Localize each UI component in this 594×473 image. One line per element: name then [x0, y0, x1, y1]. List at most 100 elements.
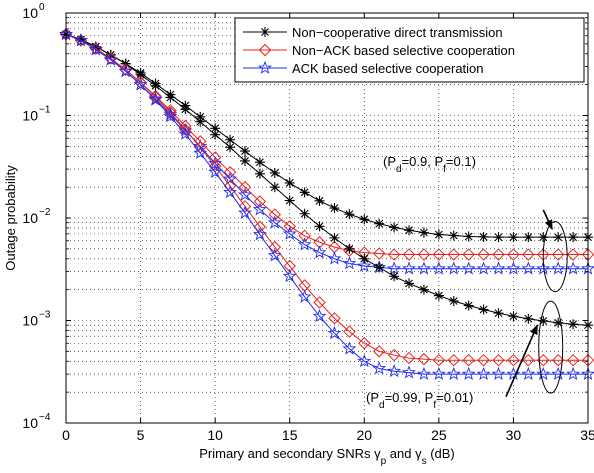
data-point-pentagram [506, 261, 521, 275]
legend-marker-diamond [258, 43, 272, 57]
annotation-2 [505, 300, 564, 398]
series-pentagram-a [59, 26, 594, 275]
data-point-star [225, 142, 236, 153]
data-point-pentagram [506, 366, 521, 380]
data-point-diamond [432, 248, 446, 261]
data-point-pentagram [521, 366, 536, 380]
data-point-pentagram [208, 164, 223, 179]
legend-label: ACK based selective cooperation [292, 61, 484, 76]
data-point-pentagram [193, 145, 208, 159]
data-point-diamond [268, 208, 282, 221]
data-point-star [165, 92, 176, 103]
legend-marker-pentagram [258, 60, 272, 74]
data-point-star [195, 116, 206, 127]
data-point-diamond [462, 353, 475, 367]
data-point-star [463, 231, 474, 242]
data-point-star [404, 225, 415, 236]
data-point-diamond [387, 348, 401, 362]
y-tick-label-exponent: −3 [39, 310, 51, 321]
data-point-star [135, 69, 146, 80]
data-point-star [553, 317, 564, 328]
data-point-star [374, 218, 385, 229]
data-point-star [448, 295, 459, 306]
data-point-diamond [328, 312, 341, 325]
legend-label: Non−ACK based selective cooperation [292, 43, 515, 58]
data-point-pentagram [327, 326, 342, 340]
data-point-pentagram [566, 366, 581, 380]
data-point-pentagram [417, 366, 431, 380]
annotation-label: (Pd=0.99, Pf=0.01) [366, 390, 473, 411]
data-point-diamond [89, 42, 103, 55]
data-point-pentagram [223, 171, 237, 185]
data-point-star [359, 214, 370, 225]
data-point-pentagram [312, 308, 327, 323]
data-point-star [314, 195, 325, 206]
data-point-pentagram [491, 366, 506, 380]
data-point-star [433, 229, 444, 240]
x-axis-label: Primary and secondary SNRs γp and γs (dB… [199, 446, 455, 467]
data-point-diamond [492, 248, 505, 261]
data-point-star [284, 195, 295, 206]
x-tick-label: 5 [137, 427, 145, 443]
data-point-star [568, 319, 579, 330]
data-point-pentagram [357, 258, 372, 272]
x-tick-label: 20 [356, 427, 372, 443]
y-tick-label-exponent: −2 [39, 207, 51, 218]
data-point-diamond [238, 180, 252, 194]
data-point-pentagram [163, 109, 178, 123]
annotations: (Pd=0.9, Pf=0.1) (Pd=0.99, Pf=0.01) [366, 154, 568, 411]
data-point-diamond [522, 353, 535, 367]
data-point-star [418, 227, 429, 238]
data-point-pentagram [252, 227, 267, 241]
legend-entry: ACK based selective cooperation [243, 60, 484, 76]
data-point-pentagram [431, 261, 446, 275]
data-point-pentagram [103, 52, 118, 66]
data-point-star [389, 271, 400, 282]
data-point-star [210, 123, 221, 134]
data-point-pentagram [446, 261, 461, 275]
data-point-diamond [253, 195, 267, 208]
data-point-diamond [268, 240, 282, 254]
data-point-diamond [522, 248, 535, 261]
y-tick-label-exponent: 0 [39, 2, 45, 13]
data-point-pentagram [476, 261, 491, 275]
data-point-star [269, 182, 280, 193]
y-tick-label: 10 [22, 313, 38, 329]
data-point-star [254, 157, 265, 168]
data-point-diamond [134, 76, 147, 89]
data-point-pentagram [491, 261, 506, 275]
data-point-diamond [462, 248, 475, 261]
data-point-star [538, 232, 549, 243]
data-point-diamond [164, 106, 177, 119]
data-point-star [478, 231, 489, 242]
data-point-star [553, 232, 564, 243]
data-point-pentagram [387, 363, 402, 378]
annotation-label: (Pd=0.9, Pf=0.1) [383, 154, 476, 175]
data-point-diamond [417, 352, 431, 366]
data-point-diamond [179, 119, 192, 133]
y-tick-label: 10 [22, 5, 38, 21]
data-point-diamond [253, 220, 267, 234]
data-point-diamond [343, 325, 356, 338]
data-point-pentagram [88, 42, 103, 56]
data-point-pentagram [297, 237, 312, 251]
data-point-pentagram [73, 33, 88, 47]
legend-entry: Non−cooperative direct transmission [243, 25, 503, 40]
data-point-pentagram [118, 64, 133, 78]
data-point-diamond [358, 337, 371, 350]
data-point-star [463, 300, 474, 311]
data-point-pentagram [536, 366, 551, 380]
data-point-star [568, 232, 579, 243]
data-point-diamond [417, 248, 431, 261]
data-point-star [344, 243, 355, 254]
data-point-diamond [223, 165, 237, 179]
data-point-pentagram [521, 261, 536, 275]
x-tick-label: 35 [580, 427, 594, 443]
data-point-pentagram [238, 205, 252, 219]
y-tick-label: 10 [22, 210, 38, 226]
data-point-star [344, 209, 355, 220]
y-tick-label: 10 [22, 415, 38, 431]
data-point-pentagram [402, 365, 416, 379]
series-pentagram-b [59, 26, 594, 380]
